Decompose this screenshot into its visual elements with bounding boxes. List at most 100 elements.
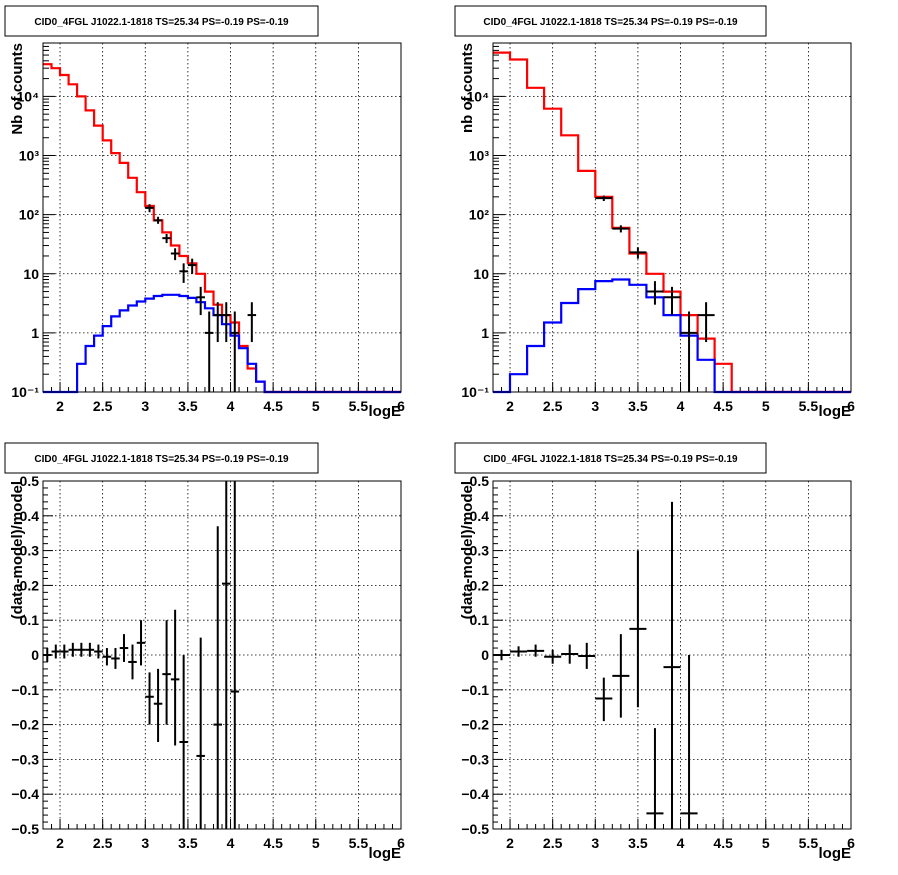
y-tick-label: 0.1 xyxy=(470,612,490,628)
x-axis-label: logE xyxy=(369,845,402,862)
y-tick-label: 0.4 xyxy=(470,508,490,524)
x-tick-label: 3.5 xyxy=(628,398,648,414)
y-tick-label: 0.2 xyxy=(470,577,490,593)
residual-point xyxy=(544,649,562,664)
data-point xyxy=(663,286,681,316)
x-tick-label: 5.5 xyxy=(799,398,819,414)
x-tick-label: 6 xyxy=(847,398,855,414)
pad-top-right: CID0_4FGL J1022.1-1818 TS=25.34 PS=-0.19… xyxy=(454,5,855,420)
residual-point xyxy=(128,644,137,680)
residual-point xyxy=(43,648,52,662)
title-box xyxy=(4,5,319,37)
y-tick-label: 10⁴ xyxy=(17,88,40,104)
residual-point xyxy=(527,644,545,657)
y-tick-label: 0.5 xyxy=(20,473,40,489)
x-tick-label: 3 xyxy=(591,835,599,851)
plot-area xyxy=(493,43,851,392)
residual-point xyxy=(51,644,61,659)
x-tick-label: 3.5 xyxy=(178,398,198,414)
plot-frame xyxy=(492,42,852,393)
x-tick-label: 5.5 xyxy=(349,398,369,414)
plot-area xyxy=(43,43,401,392)
plot-frame xyxy=(492,480,852,830)
x-tick-label: 5.5 xyxy=(349,835,369,851)
x-tick-label: 2.5 xyxy=(543,835,563,851)
data-point xyxy=(187,258,197,274)
pad-top-left: CID0_4FGL J1022.1-1818 TS=25.34 PS=-0.19… xyxy=(4,5,405,420)
x-tick-label: 2 xyxy=(56,835,64,851)
data-point xyxy=(629,247,647,259)
x-tick-label: 3 xyxy=(141,398,149,414)
residual-point xyxy=(60,644,69,659)
x-tick-label: 3.5 xyxy=(628,835,648,851)
residual-point xyxy=(119,634,129,662)
x-tick-label: 4 xyxy=(227,835,235,851)
data-point xyxy=(697,302,715,343)
y-tick-label: 10² xyxy=(19,207,40,223)
y-tick-label: 10 xyxy=(473,266,489,282)
plot-area xyxy=(43,481,401,829)
y-tick-label: 10² xyxy=(469,207,490,223)
x-tick-label: 6 xyxy=(397,835,405,851)
x-axis-label: logE xyxy=(369,403,402,420)
x-tick-label: 4.5 xyxy=(713,835,733,851)
y-tick-label: 10⁻¹ xyxy=(11,384,39,400)
residual-point xyxy=(136,620,146,666)
data-point xyxy=(230,311,240,392)
pad-bottom-right: CID0_4FGL J1022.1-1818 TS=25.34 PS=-0.19… xyxy=(454,442,855,862)
title-box xyxy=(454,5,767,37)
residual-point xyxy=(153,668,163,742)
data-point xyxy=(680,311,698,392)
x-tick-label: 3 xyxy=(591,398,599,414)
y-tick-label: −0.2 xyxy=(11,717,39,733)
y-tick-label: 0 xyxy=(31,647,39,663)
y-tick-label: −0.3 xyxy=(461,751,489,767)
x-tick-label: 4.5 xyxy=(713,398,733,414)
chart-title: CID0_4FGL J1022.1-1818 TS=25.34 PS=-0.19… xyxy=(483,17,738,28)
y-tick-label: −0.4 xyxy=(11,786,39,802)
data-point xyxy=(595,195,613,202)
x-tick-label: 3 xyxy=(141,835,149,851)
y-tick-label: 10 xyxy=(23,266,39,282)
data-point xyxy=(204,311,214,392)
chart-title: CID0_4FGL J1022.1-1818 TS=25.34 PS=-0.19… xyxy=(34,17,289,28)
x-tick-label: 3.5 xyxy=(178,835,198,851)
y-tick-label: 0.1 xyxy=(20,612,40,628)
residual-point xyxy=(111,648,120,669)
residual-point xyxy=(510,646,528,657)
data-point xyxy=(162,234,171,244)
data-point xyxy=(646,281,664,305)
y-tick-label: 0.3 xyxy=(470,543,490,559)
y-tick-label: −0.5 xyxy=(11,821,39,837)
x-tick-label: 2 xyxy=(506,398,514,414)
x-tick-label: 2.5 xyxy=(93,398,113,414)
x-tick-label: 5 xyxy=(312,835,320,851)
chart-title: CID0_4FGL J1022.1-1818 TS=25.34 PS=-0.19… xyxy=(483,454,738,465)
x-tick-label: 6 xyxy=(397,398,405,414)
title-box xyxy=(454,442,767,474)
residual-point xyxy=(629,550,647,708)
residual-point xyxy=(162,620,171,725)
residual-point xyxy=(179,655,188,829)
residual-point xyxy=(561,644,579,664)
residual-point xyxy=(213,526,222,829)
x-tick-label: 4 xyxy=(227,398,235,414)
data-point xyxy=(196,286,205,316)
x-tick-label: 5 xyxy=(312,398,320,414)
residual-point xyxy=(145,672,154,725)
data-point xyxy=(170,248,180,261)
residual-point xyxy=(85,642,95,657)
chart-title: CID0_4FGL J1022.1-1818 TS=25.34 PS=-0.19… xyxy=(34,454,289,465)
y-tick-label: −0.4 xyxy=(461,786,489,802)
residual-point xyxy=(102,648,112,666)
data-point xyxy=(153,216,163,224)
residual-point xyxy=(578,642,596,669)
residual-point xyxy=(663,501,681,829)
residual-point xyxy=(77,642,86,657)
x-axis-label: logE xyxy=(819,403,852,420)
y-tick-label: 10³ xyxy=(469,148,490,164)
data-point xyxy=(145,204,154,213)
x-tick-label: 2.5 xyxy=(93,835,113,851)
y-tick-label: −0.1 xyxy=(461,682,489,698)
y-axis-label: (data-model)/model xyxy=(459,481,476,619)
